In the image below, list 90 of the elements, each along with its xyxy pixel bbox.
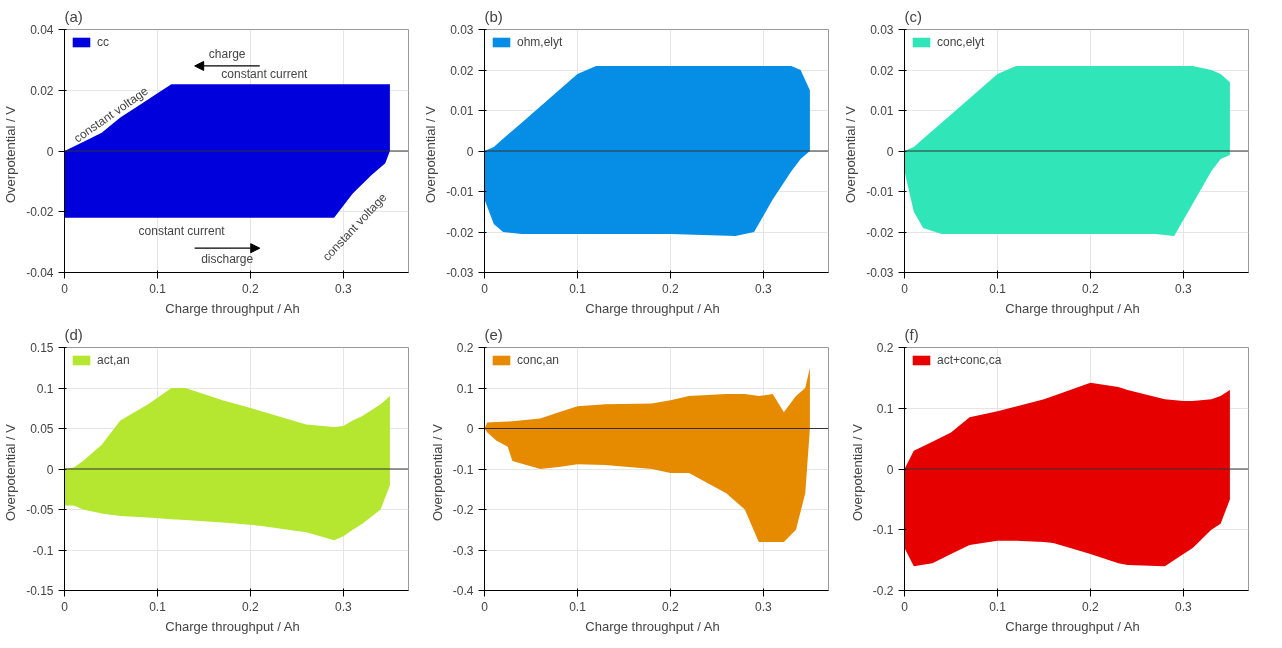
y-tick-label: -0.04 (26, 266, 54, 280)
y-tick-label: -0.1 (32, 543, 54, 558)
y-tick-label: -0.03 (866, 266, 894, 280)
chart-title: (d) (64, 325, 83, 343)
annotation: charge (208, 46, 246, 61)
chart-title: (e) (484, 325, 503, 343)
x-tick-label: 0.2 (242, 599, 260, 614)
x-tick-label: 0 (481, 281, 489, 296)
x-tick-label: 0.2 (242, 281, 260, 296)
y-tick-label: 0.1 (876, 401, 894, 416)
x-tick-label: 0.1 (149, 599, 167, 614)
legend-label: cc (97, 35, 110, 49)
chart-title: (f) (904, 325, 919, 343)
y-axis-title: Overpotential / V (843, 105, 859, 204)
y-tick-label: 0 (46, 144, 54, 159)
y-tick-label: 0 (886, 144, 894, 159)
chart-title: (a) (64, 7, 83, 25)
chart-title: (b) (484, 7, 503, 25)
y-tick-label: -0.02 (26, 205, 54, 220)
y-tick-label: -0.15 (26, 584, 54, 598)
annotation: constant current (138, 224, 226, 239)
y-tick-label: 0 (466, 144, 474, 159)
x-axis-title: Charge throughput / Ah (1005, 618, 1140, 634)
y-tick-label: 0.02 (450, 63, 474, 78)
x-tick-label: 0.1 (569, 281, 587, 296)
x-tick-label: 0.3 (755, 281, 773, 296)
y-tick-label: 0.15 (30, 341, 54, 355)
y-tick-label: 0.03 (870, 23, 894, 37)
y-axis-title: Overpotential / V (3, 423, 19, 522)
y-tick-label: -0.2 (452, 503, 474, 517)
y-tick-label: -0.01 (446, 185, 474, 199)
legend-label: act,an (97, 353, 130, 367)
y-tick-label: -0.05 (26, 503, 54, 517)
y-tick-label: 0.04 (30, 23, 54, 37)
x-tick-label: 0 (61, 599, 69, 614)
y-tick-label: 0.2 (456, 341, 474, 355)
y-tick-label: 0.01 (870, 104, 894, 118)
y-tick-label: -0.4 (452, 584, 474, 598)
y-tick-label: -0.03 (446, 266, 474, 280)
legend-label: conc,an (517, 353, 560, 367)
x-tick-label: 0 (61, 281, 69, 296)
y-tick-label: -0.1 (452, 462, 474, 477)
y-tick-label: 0 (466, 422, 474, 436)
y-tick-label: -0.02 (446, 225, 474, 240)
x-tick-label: 0 (901, 599, 909, 614)
y-tick-label: 0.1 (36, 381, 54, 396)
y-tick-label: -0.1 (872, 523, 894, 538)
y-tick-label: 0 (886, 462, 894, 477)
legend-label: ohm,elyt (517, 35, 563, 49)
y-axis-title: Overpotential / V (3, 105, 19, 204)
y-tick-label: -0.3 (452, 543, 474, 558)
y-axis-title: Overpotential / V (423, 105, 439, 204)
x-tick-label: 0.2 (662, 599, 680, 614)
x-tick-label: 0.3 (1175, 599, 1193, 614)
x-tick-label: 0.3 (335, 599, 353, 614)
y-axis-title: Overpotential / V (849, 423, 865, 522)
x-axis-title: Charge throughput / Ah (585, 300, 720, 316)
x-tick-label: 0.1 (989, 599, 1007, 614)
y-tick-label: 0.1 (456, 381, 474, 396)
x-tick-label: 0.3 (755, 599, 773, 614)
y-tick-label: 0.02 (870, 63, 894, 78)
chart-title: (c) (904, 7, 922, 25)
x-axis-title: Charge throughput / Ah (165, 300, 300, 316)
y-tick-label: 0.05 (30, 422, 54, 436)
y-tick-label: -0.02 (866, 225, 894, 240)
y-tick-label: 0.01 (450, 104, 474, 118)
x-axis-title: Charge throughput / Ah (165, 618, 300, 634)
x-tick-label: 0.2 (662, 281, 680, 296)
x-tick-label: 0.2 (1082, 281, 1100, 296)
y-tick-label: 0 (46, 462, 54, 477)
legend-label: act+conc,ca (937, 353, 1002, 367)
x-tick-label: 0 (901, 281, 909, 296)
x-tick-label: 0.2 (1082, 599, 1100, 614)
x-axis-title: Charge throughput / Ah (585, 618, 720, 634)
x-tick-label: 0.1 (149, 281, 167, 296)
x-tick-label: 0 (481, 599, 489, 614)
x-tick-label: 0.3 (335, 281, 353, 296)
y-tick-label: 0.02 (30, 83, 54, 98)
x-tick-label: 0.1 (569, 599, 587, 614)
x-axis-title: Charge throughput / Ah (1005, 300, 1140, 316)
legend-label: conc,elyt (937, 35, 985, 49)
y-tick-label: 0.2 (876, 341, 894, 355)
y-tick-label: -0.2 (872, 584, 894, 598)
x-tick-label: 0.1 (989, 281, 1007, 296)
y-tick-label: -0.01 (866, 185, 894, 199)
y-axis-title: Overpotential / V (429, 423, 445, 522)
x-tick-label: 0.3 (1175, 281, 1193, 296)
annotation: constant current (221, 66, 309, 81)
annotation: discharge (201, 251, 254, 266)
y-tick-label: 0.03 (450, 23, 474, 37)
